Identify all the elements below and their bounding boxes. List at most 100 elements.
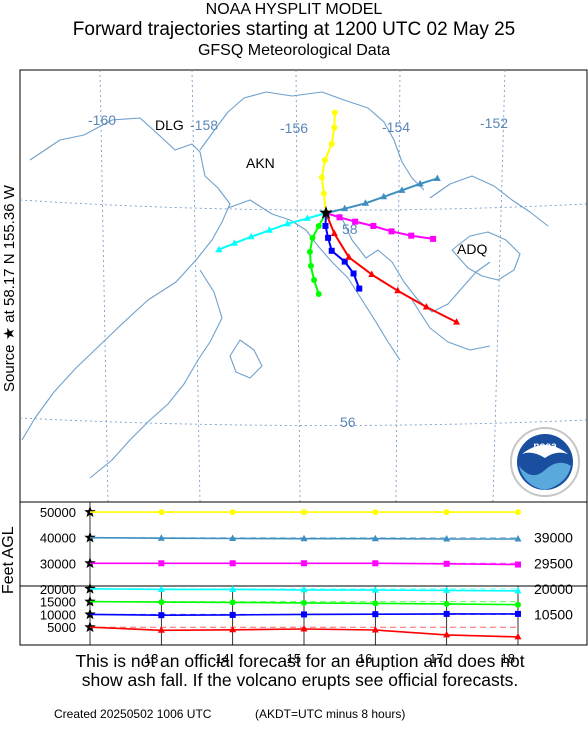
lon-label: -158 [190,117,218,133]
trajectory-marker [408,232,415,239]
height-marker [157,626,165,633]
height-marker [443,560,450,567]
height-marker [229,599,236,606]
height-marker [158,612,165,619]
height-marker [301,599,307,606]
height-marker [372,560,379,567]
trajectory-s10000 [322,212,363,292]
place-labels: DLG AKN ADQ [155,117,487,257]
disclaimer: This is not an official forecast for an … [20,652,580,690]
height-marker [515,509,521,516]
trajectory-marker [336,214,343,221]
trajectory-marker [362,199,370,206]
parallel-58 [19,199,588,211]
trajectory-marker [422,302,430,310]
y-tick-label: 10000 [40,607,76,622]
meridian-160 [99,69,109,503]
trajectory-marker [331,109,338,116]
height-marker [443,610,450,617]
trajectory-marker [320,190,327,197]
x-tick-label: 13 [144,651,158,666]
height-marker [229,509,236,516]
y-tick-label: 40000 [40,531,76,546]
coast-kenai [429,175,549,227]
height-series-s10000 [89,610,521,619]
lon-label: -152 [480,115,508,131]
trajectory-marker [380,192,388,200]
height-series-s40000 [89,534,522,542]
trajectory-marker [328,140,335,147]
trajectory-marker [350,270,357,277]
y-tick-label: 30000 [40,556,76,571]
trajectory-marker [247,232,255,240]
trajectory-marker [325,234,332,241]
meridian-152 [492,69,506,503]
trajectory-marker [230,239,238,246]
coast-bristol-north [199,91,425,191]
trajectory-marker [453,318,461,325]
trajectory-marker [215,245,223,253]
source-star [319,206,333,219]
height-marker [229,585,237,592]
trajectory-title: Forward trajectories starting at 1200 UT… [72,19,516,40]
height-marker [514,534,522,542]
y-tick-label: 5000 [47,620,76,635]
place-label-dlg: DLG [155,117,184,133]
height-marker [300,534,308,542]
parallel-56 [19,417,588,426]
height-marker [158,560,165,567]
height-marker [443,630,451,638]
height-marker [229,534,237,541]
height-marker [515,601,521,608]
height-marker [515,610,521,617]
lon-label: -160 [88,112,116,128]
trajectory-s15000 [306,212,327,297]
trajectory-marker [265,226,273,233]
coast-island [229,339,263,379]
met-data-title: GFSQ Meteorological Data [197,42,391,59]
height-marker [157,585,165,592]
trajectory-marker [331,124,338,131]
height-marker [443,586,451,593]
height-marker [443,534,451,542]
trajectory-marker [430,235,437,242]
trajectory-s5000 [325,212,461,325]
trajectory-marker [394,286,402,294]
trajectory-marker [398,186,406,193]
meridian-158 [191,69,201,503]
height-marker [514,632,522,640]
meridian-154 [395,69,401,503]
trajectory-s50000 [318,109,338,214]
trajectory-marker [433,174,441,181]
x-tick-label: 14 [215,651,229,666]
coast-peninsula-north [227,199,401,361]
height-marker [372,611,379,618]
height-marker [301,560,307,567]
height-series-s30000 [90,560,521,568]
trajectory-marker [307,262,314,269]
height-marker [372,509,379,516]
height-marker [300,625,308,632]
trajectory-marker [309,234,316,241]
height-marker [300,585,308,593]
height-marker [371,586,379,593]
trajectory-marker [311,276,318,283]
end-height-labels: 39000 29500 20000 10500 [534,530,573,623]
coast-kodiak-north [339,213,491,313]
trajectory-marker [345,253,353,260]
height-marker [443,600,450,607]
height-panel: 13 14 15 16 17 18 500004000030000200001500010… [19,501,588,666]
trajectory-marker [318,174,325,181]
place-label-akn: AKN [246,155,275,171]
noaa-logo: noaa [510,427,580,497]
place-label-adq: ADQ [457,241,487,257]
trajectory-marker [322,222,329,229]
start-height-star [84,608,96,620]
height-marker [229,560,236,567]
map-frame [19,69,588,503]
trajectory-marker [341,258,348,265]
coast-kodiak-south [411,299,491,351]
height-marker [515,561,521,568]
logo-wave [519,462,571,490]
